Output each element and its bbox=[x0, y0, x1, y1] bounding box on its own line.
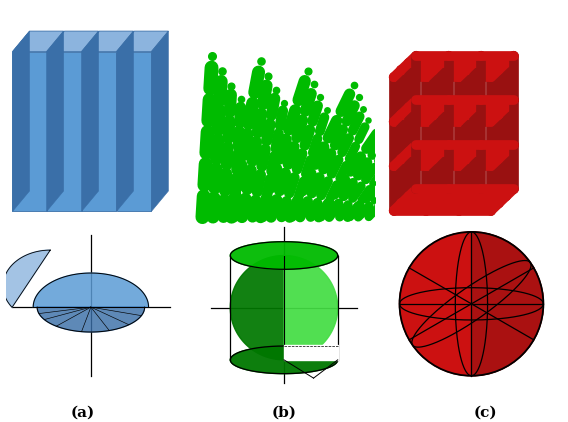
Text: (b): (b) bbox=[272, 406, 296, 420]
Polygon shape bbox=[48, 31, 99, 51]
Polygon shape bbox=[82, 31, 133, 51]
Polygon shape bbox=[48, 51, 82, 211]
Polygon shape bbox=[82, 31, 99, 211]
Polygon shape bbox=[230, 346, 338, 373]
Polygon shape bbox=[12, 31, 64, 51]
Polygon shape bbox=[118, 51, 151, 211]
Polygon shape bbox=[37, 307, 145, 332]
Polygon shape bbox=[12, 51, 47, 211]
Text: (a): (a) bbox=[70, 406, 94, 420]
Polygon shape bbox=[3, 250, 50, 307]
Polygon shape bbox=[284, 345, 338, 360]
Polygon shape bbox=[33, 273, 149, 307]
Polygon shape bbox=[471, 232, 544, 376]
Polygon shape bbox=[116, 31, 133, 211]
Polygon shape bbox=[47, 31, 64, 211]
Polygon shape bbox=[151, 31, 169, 211]
Polygon shape bbox=[284, 255, 338, 360]
Polygon shape bbox=[230, 255, 284, 360]
Circle shape bbox=[399, 232, 544, 376]
Polygon shape bbox=[230, 242, 338, 269]
Polygon shape bbox=[118, 31, 169, 51]
Polygon shape bbox=[82, 51, 116, 211]
Polygon shape bbox=[12, 31, 30, 211]
Text: (c): (c) bbox=[474, 406, 498, 420]
